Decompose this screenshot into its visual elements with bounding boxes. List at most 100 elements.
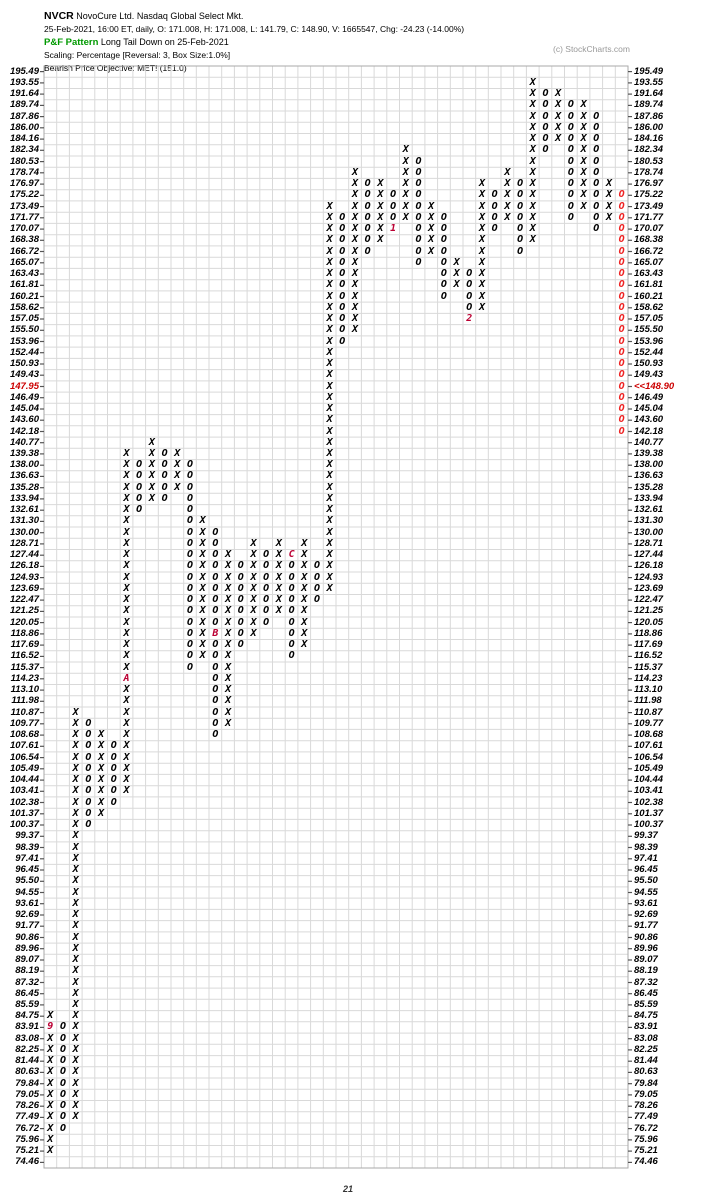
pnf-glyph: O [212,616,219,628]
pnf-glyph: O [186,481,194,493]
price-label-left: 195.49 [9,65,39,77]
pnf-glyph: O [212,672,219,684]
pnf-glyph: X [275,537,282,549]
pnf-glyph: X [98,807,105,819]
month-marker-A: A [123,672,130,684]
pnf-glyph: O [339,279,346,291]
pnf-glyph: X [402,189,409,201]
pnf-glyph: X [174,459,181,471]
pnf-glyph: O [567,211,574,223]
pnf-glyph: O [59,1100,67,1112]
pnf-glyph: X [98,729,105,741]
pnf-glyph: X [326,268,333,279]
pnf-glyph: O [186,582,194,594]
price-label-right: 105.49 [634,762,664,774]
pnf-glyph: X [326,391,333,403]
pnf-glyph: X [72,807,79,819]
pnf-glyph: O [415,155,422,167]
red-o-glyph: O [618,234,625,246]
price-label-right: 128.71 [634,537,664,549]
pnf-glyph: O [186,515,194,527]
price-label-left: 82.25 [15,1043,39,1055]
pnf-glyph: X [326,481,333,493]
price-label-left: 106.54 [9,751,39,763]
pnf-glyph: O [186,459,194,471]
price-label-right: 133.94 [634,492,664,504]
pnf-glyph: O [212,695,219,707]
price-label-left: 83.91 [15,1021,39,1033]
pnf-glyph: X [225,650,232,662]
pnf-glyph: O [415,211,422,223]
price-label-left: 161.81 [9,279,39,291]
pnf-glyph: X [98,785,105,797]
price-label-left: 171.77 [9,211,39,223]
pnf-glyph: X [377,234,384,246]
pnf-glyph: X [72,942,79,954]
price-label-left: 107.61 [9,740,39,752]
pnf-glyph: O [491,200,498,212]
pnf-glyph: O [186,492,194,504]
price-label-left: 152.44 [9,346,39,358]
pnf-glyph: O [364,234,371,246]
pnf-glyph: X [326,335,333,347]
pnf-glyph: O [593,144,600,156]
price-label-right: 165.07 [634,256,664,268]
pnf-glyph: O [110,751,117,763]
pnf-glyph: X [225,706,232,718]
pnf-glyph: X [72,998,79,1010]
price-label-left: 95.50 [15,875,39,887]
pnf-glyph: X [72,931,79,943]
pnf-glyph: O [263,549,270,561]
pnf-glyph: X [275,549,282,561]
pnf-glyph: O [288,650,295,662]
price-label-right: 97.41 [634,852,658,864]
price-label-left: 127.44 [9,549,39,561]
pnf-glyph: O [466,301,473,313]
price-label-left: 117.69 [10,639,39,651]
pnf-glyph: X [250,582,257,594]
pnf-glyph: X [123,785,130,797]
pnf-glyph: X [72,920,79,932]
price-label-left: 123.69 [9,582,39,594]
pnf-glyph: X [72,830,79,842]
pnf-glyph: X [148,436,155,448]
pnf-glyph: O [288,560,295,572]
price-label-right: 75.96 [634,1133,658,1145]
pnf-glyph: O [288,627,295,639]
pnf-pattern-value: Long Tail Down on 25-Feb-2021 [100,37,229,47]
price-label-left: 104.44 [9,774,39,786]
pnf-glyph: O [85,729,92,741]
price-label-right: 152.44 [634,346,664,358]
pnf-glyph: X [72,909,79,920]
pnf-glyph: O [85,774,92,786]
pnf-glyph: O [186,639,194,651]
price-label-right: 127.44 [634,549,664,561]
pnf-glyph: O [415,189,422,201]
price-label-right: 149.43 [634,369,664,381]
pnf-glyph: O [390,211,397,223]
pnf-glyph: O [212,650,219,662]
pnf-glyph: X [123,582,130,594]
red-o-glyph: O [618,414,625,426]
pnf-glyph: X [402,200,409,212]
price-label-right: 175.22 [634,189,664,201]
pnf-glyph: O [567,155,574,167]
price-label-right: 74.46 [634,1156,658,1168]
pnf-glyph: X [174,447,181,459]
pnf-glyph: O [440,245,447,257]
scaling-line: Scaling: Percentage [Reversal: 3, Box Si… [44,50,231,60]
pnf-glyph: O [136,492,143,504]
pnf-glyph: O [288,594,295,606]
pnf-glyph: X [402,211,409,223]
pnf-glyph: X [123,717,130,729]
price-label-left: 114.23 [10,672,39,684]
pnf-glyph: O [339,335,346,347]
pnf-glyph: O [186,594,194,606]
price-label-left: 178.74 [9,166,39,178]
price-label-right: 96.45 [634,864,658,875]
pnf-glyph: O [593,189,600,201]
price-label-left: 166.72 [9,245,39,257]
pnf-glyph: X [529,121,536,133]
pnf-glyph: X [148,447,155,459]
